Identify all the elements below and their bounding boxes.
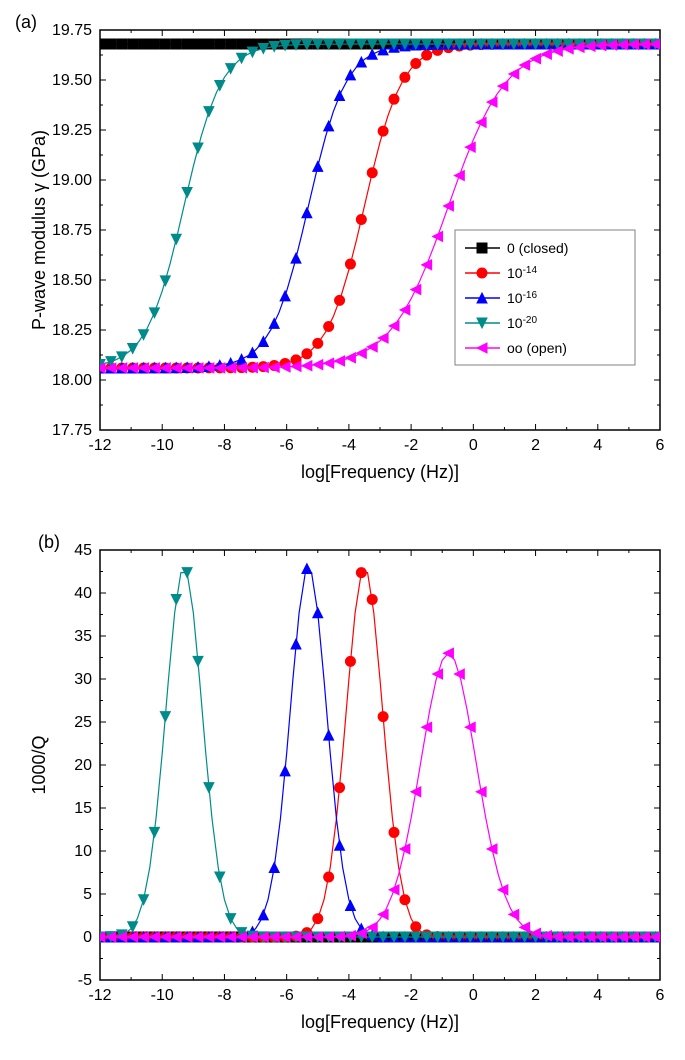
svg-text:18.50: 18.50	[52, 272, 92, 289]
svg-text:19.50: 19.50	[52, 72, 92, 89]
svg-text:-12: -12	[88, 437, 111, 454]
svg-text:4: 4	[593, 437, 602, 454]
svg-text:20: 20	[74, 757, 92, 774]
svg-text:18.25: 18.25	[52, 322, 92, 339]
svg-text:-10: -10	[151, 987, 174, 1004]
svg-text:-5: -5	[78, 972, 92, 989]
panel-b: (b) -12 -10 -8 -6 -4 -2 0 2 4 6 -5 0 5 10 15 20 25 30 35 40…	[10, 530, 675, 1050]
svg-text:30: 30	[74, 671, 92, 688]
svg-text:-10: -10	[151, 437, 174, 454]
svg-text:2: 2	[531, 987, 540, 1004]
svg-text:-8: -8	[217, 987, 231, 1004]
svg-text:25: 25	[74, 714, 92, 731]
svg-text:45: 45	[74, 542, 92, 559]
svg-text:5: 5	[83, 886, 92, 903]
svg-text:40: 40	[74, 585, 92, 602]
svg-text:4: 4	[593, 987, 602, 1004]
panel-a-label: (a)	[15, 12, 37, 33]
panel-a: (a) -12 -10 -8 -6 -4 -2 0 2 4 6 17.75 18.00 18.25 18.…	[10, 10, 675, 500]
svg-text:-2: -2	[404, 437, 418, 454]
svg-text:0 (closed): 0 (closed)	[507, 240, 568, 256]
svg-text:-4: -4	[342, 987, 356, 1004]
chart-a: -12 -10 -8 -6 -4 -2 0 2 4 6 17.75 18.00 18.25 18.50 18…	[10, 10, 675, 500]
panel-b-label: (b)	[38, 532, 60, 553]
svg-text:18.75: 18.75	[52, 222, 92, 239]
svg-text:19.75: 19.75	[52, 22, 92, 39]
svg-text:10: 10	[74, 843, 92, 860]
svg-text:0: 0	[83, 929, 92, 946]
svg-text:log[Frequency (Hz)]: log[Frequency (Hz)]	[301, 1012, 459, 1032]
svg-text:1000/Q: 1000/Q	[29, 735, 49, 794]
svg-text:17.75: 17.75	[52, 422, 92, 439]
svg-text:log[Frequency (Hz)]: log[Frequency (Hz)]	[301, 462, 459, 482]
svg-text:2: 2	[531, 437, 540, 454]
svg-text:6: 6	[656, 437, 665, 454]
svg-text:19.00: 19.00	[52, 172, 92, 189]
figure: (a) -12 -10 -8 -6 -4 -2 0 2 4 6 17.75 18.00 18.25 18.…	[10, 10, 675, 1050]
chart-b: -12 -10 -8 -6 -4 -2 0 2 4 6 -5 0 5 10 15 20 25 30 35 40 45 lo…	[10, 530, 675, 1050]
svg-text:-12: -12	[88, 987, 111, 1004]
svg-text:-4: -4	[342, 437, 356, 454]
svg-text:-8: -8	[217, 437, 231, 454]
svg-text:15: 15	[74, 800, 92, 817]
svg-text:-2: -2	[404, 987, 418, 1004]
svg-text:19.25: 19.25	[52, 122, 92, 139]
svg-text:0: 0	[469, 437, 478, 454]
svg-text:35: 35	[74, 628, 92, 645]
svg-text:0: 0	[469, 987, 478, 1004]
svg-text:-6: -6	[280, 437, 294, 454]
svg-text:6: 6	[656, 987, 665, 1004]
svg-text:18.00: 18.00	[52, 372, 92, 389]
svg-text:oo (open): oo (open)	[507, 340, 567, 356]
svg-text:P-wave modulus γ (GPa): P-wave modulus γ (GPa)	[29, 130, 49, 330]
svg-text:-6: -6	[280, 987, 294, 1004]
